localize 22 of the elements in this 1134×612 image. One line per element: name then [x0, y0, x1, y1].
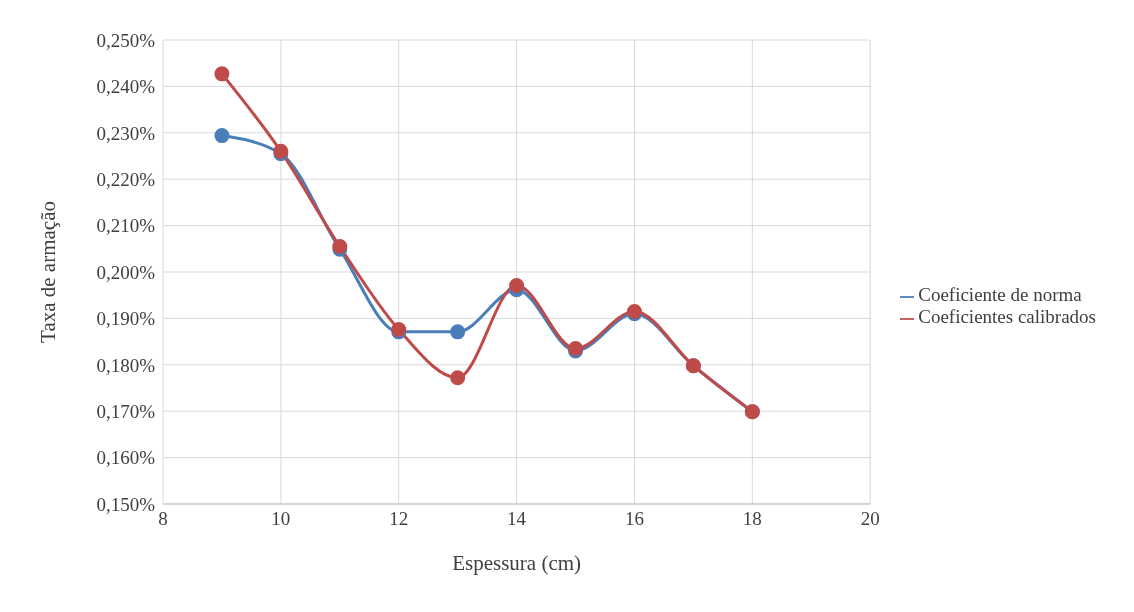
x-tick-label: 16: [624, 508, 644, 530]
y-tick-label: 0,170%: [96, 400, 156, 422]
x-axis-title: Espessura (cm): [452, 551, 582, 575]
x-tick-label: 8: [158, 508, 168, 530]
y-tick-label: 0,210%: [96, 215, 156, 237]
x-tick-label: 20: [860, 508, 880, 530]
y-tick-label: 0,190%: [96, 308, 156, 330]
y-tick-label: 0,220%: [96, 168, 156, 190]
x-tick-label: 14: [507, 508, 527, 530]
y-tick-label: 0,160%: [96, 447, 156, 469]
x-tick-label: 10: [271, 508, 291, 530]
legend-label: Coeficiente de norma: [918, 284, 1082, 305]
y-axis-title: Taxa de armação: [36, 201, 61, 343]
y-tick-label: 0,200%: [96, 261, 156, 283]
x-tick-label: 12: [389, 508, 409, 530]
y-tick-label: 0,230%: [96, 122, 156, 144]
y-tick-label: 0,240%: [96, 76, 156, 98]
y-tick-label: 0,180%: [96, 354, 156, 376]
y-tick-label: 0,150%: [96, 493, 156, 515]
y-tick-label: 0,250%: [96, 29, 156, 51]
x-tick-label: 18: [742, 508, 762, 530]
legend-label: Coeficientes calibrados: [918, 306, 1096, 327]
